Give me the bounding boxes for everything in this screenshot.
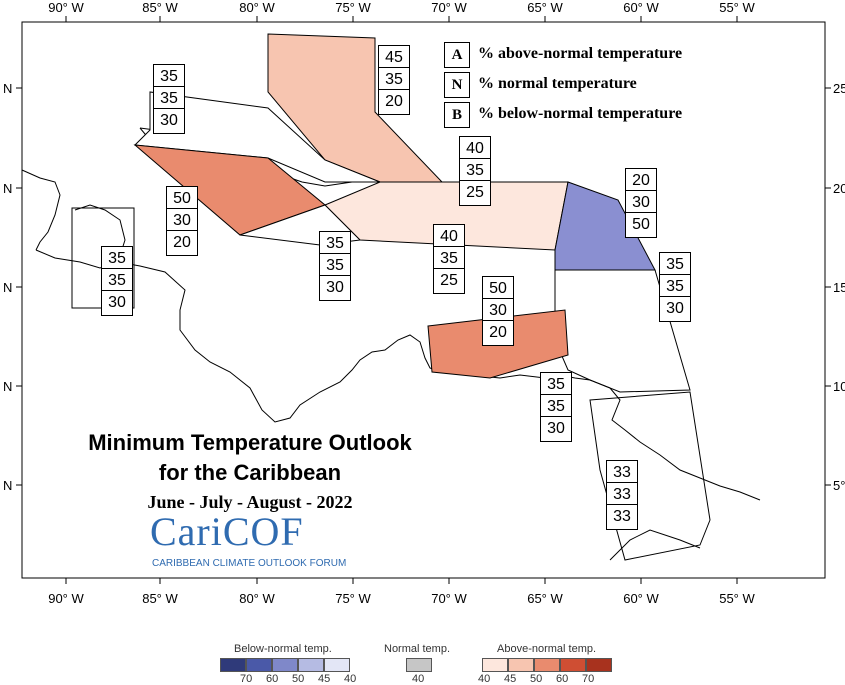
colorbar-above-tick-50: 50 [530,673,543,685]
top-label-90w: 90° W [48,0,84,15]
caricof-logo: CariCOF [150,509,304,554]
colorbar-above-swatch-70 [586,658,612,672]
top-label-60w: 60° W [623,0,659,15]
colorbar-above-tick-70: 70 [582,673,595,685]
bottom-label-55w: 55° W [719,591,755,606]
bottom-label-75w: 75° W [335,591,371,606]
colorbar-above-tick-60: 60 [556,673,569,685]
colorbar-below-swatch-70 [220,658,246,672]
top-label-80w: 80° W [239,0,275,15]
prob-above: 50 [166,186,198,212]
legend-key-a: A [444,42,470,68]
right-label-20n: 20° [833,181,845,196]
prob-below: 25 [459,180,491,206]
prob-normal: 35 [459,158,491,184]
colorbar-below-swatch-60 [246,658,272,672]
title-line2: for the Caribbean [158,460,342,485]
title-line1: Minimum Temperature Outlook [88,430,412,455]
bottom-label-80w: 80° W [239,591,275,606]
prob-above: 35 [101,246,133,272]
right-label-5n: 5° [833,478,845,493]
outlook-regions [71,33,711,561]
right-label-15n: 15° [833,280,845,295]
colorbar-normal-tick-40: 40 [412,673,425,685]
legend-label-n: % normal temperature [478,75,637,92]
top-ticks [65,16,738,22]
caricof-tagline: CARIBBEAN CLIMATE OUTLOOK FORUM [152,558,347,569]
left-label-15n: N [3,280,12,295]
prob-below: 30 [659,296,691,322]
colorbar-normal-title: Normal temp. [384,643,451,655]
prob-above: 35 [659,252,691,278]
prob-below: 30 [101,290,133,316]
colorbar-above-swatch-40 [482,658,508,672]
prob-below: 30 [319,275,351,301]
prob-normal: 30 [166,208,198,234]
top-label-65w: 65° W [527,0,563,15]
prob-below: 30 [540,416,572,442]
colorbar-below-swatch-45 [298,658,324,672]
colorbar-below-swatch-50 [272,658,298,672]
prob-normal: 35 [319,253,351,279]
colorbar-below-tick-40: 40 [344,673,357,685]
prob-normal: 35 [378,67,410,93]
prob-normal: 33 [606,482,638,508]
prob-below: 25 [433,268,465,294]
colorbar-above-title: Above-normal temp. [497,643,597,655]
bottom-label-85w: 85° W [142,591,178,606]
left-label-10n: N [3,379,12,394]
colorbar-below-title: Below-normal temp. [234,643,332,655]
legend-key-n: N [444,72,470,98]
top-label-75w: 75° W [335,0,371,15]
top-label-85w: 85° W [142,0,178,15]
legend-label-b: % below-normal temperature [478,105,683,122]
top-label-70w: 70° W [431,0,467,15]
prob-below: 33 [606,504,638,530]
prob-below: 20 [482,320,514,346]
title-period: June - July - August - 2022 [147,492,353,512]
prob-normal: 35 [540,394,572,420]
legend-label-a: % above-normal temperature [478,45,683,62]
prob-above: 35 [540,372,572,398]
right-ticks [825,87,831,486]
prob-above: 50 [482,276,514,302]
colorbar-below-swatch-40 [324,658,350,672]
colorbar-above-swatch-45 [508,658,534,672]
left-label-5n: N [3,478,12,493]
prob-below: 50 [625,212,657,238]
colorbar-below-tick-50: 50 [292,673,305,685]
colorbar-below-tick-70: 70 [240,673,253,685]
bottom-label-65w: 65° W [527,591,563,606]
colorbar-below-tick-45: 45 [318,673,331,685]
bottom-ticks [65,578,738,584]
prob-below: 30 [153,108,185,134]
right-label-10n: 10° [833,379,845,394]
bottom-label-90w: 90° W [48,591,84,606]
prob-above: 33 [606,460,638,486]
legend-key-b: B [444,102,470,128]
right-label-25n: 25° [833,81,845,96]
colorbar-above-swatch-50 [534,658,560,672]
prob-normal: 30 [625,190,657,216]
prob-above: 40 [459,136,491,162]
region-guianas [589,391,711,561]
left-label-20n: N [3,181,12,196]
prob-normal: 30 [482,298,514,324]
colorbar-below-tick-60: 60 [266,673,279,685]
colorbar-above-swatch-60 [560,658,586,672]
region-gulf-north [133,91,381,183]
colorbar-above-tick-45: 45 [504,673,517,685]
left-ticks [16,87,22,486]
prob-below: 20 [166,230,198,256]
prob-above: 20 [625,168,657,194]
bottom-label-70w: 70° W [431,591,467,606]
prob-below: 20 [378,89,410,115]
top-label-55w: 55° W [719,0,755,15]
colorbar-normal-swatch [406,658,432,672]
colorbar-above-tick-40: 40 [478,673,491,685]
bottom-label-60w: 60° W [623,591,659,606]
left-label-25n: N [3,81,12,96]
